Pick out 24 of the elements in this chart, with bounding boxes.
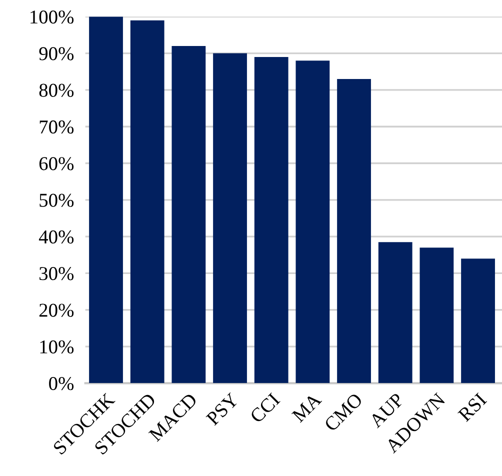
bar (337, 78, 371, 384)
y-tick-label: 60% (39, 157, 74, 170)
bar (254, 56, 288, 384)
y-tick-label: 40% (38, 230, 74, 244)
y-tick-label: 80% (39, 84, 74, 97)
y-tick-label: 100% (30, 10, 74, 24)
x-tick-label: MA (291, 392, 322, 423)
y-tick-label: 0% (49, 376, 74, 390)
y-tick-label: 10% (40, 340, 74, 354)
bar (130, 20, 164, 384)
y-tick-label: 70% (40, 120, 74, 134)
y-tick-label: 20% (39, 304, 74, 317)
bar (172, 46, 206, 384)
bar (89, 16, 123, 384)
y-tick-label: 90% (39, 47, 74, 60)
bar (461, 258, 495, 384)
x-tick-label: CCI (249, 392, 281, 424)
bar (420, 248, 454, 384)
bar (378, 242, 412, 384)
x-tick-label: RSI (457, 392, 488, 422)
bar (296, 60, 330, 384)
y-tick-label: 50% (40, 194, 74, 207)
y-tick-label: 30% (40, 267, 74, 280)
bar (213, 53, 247, 384)
